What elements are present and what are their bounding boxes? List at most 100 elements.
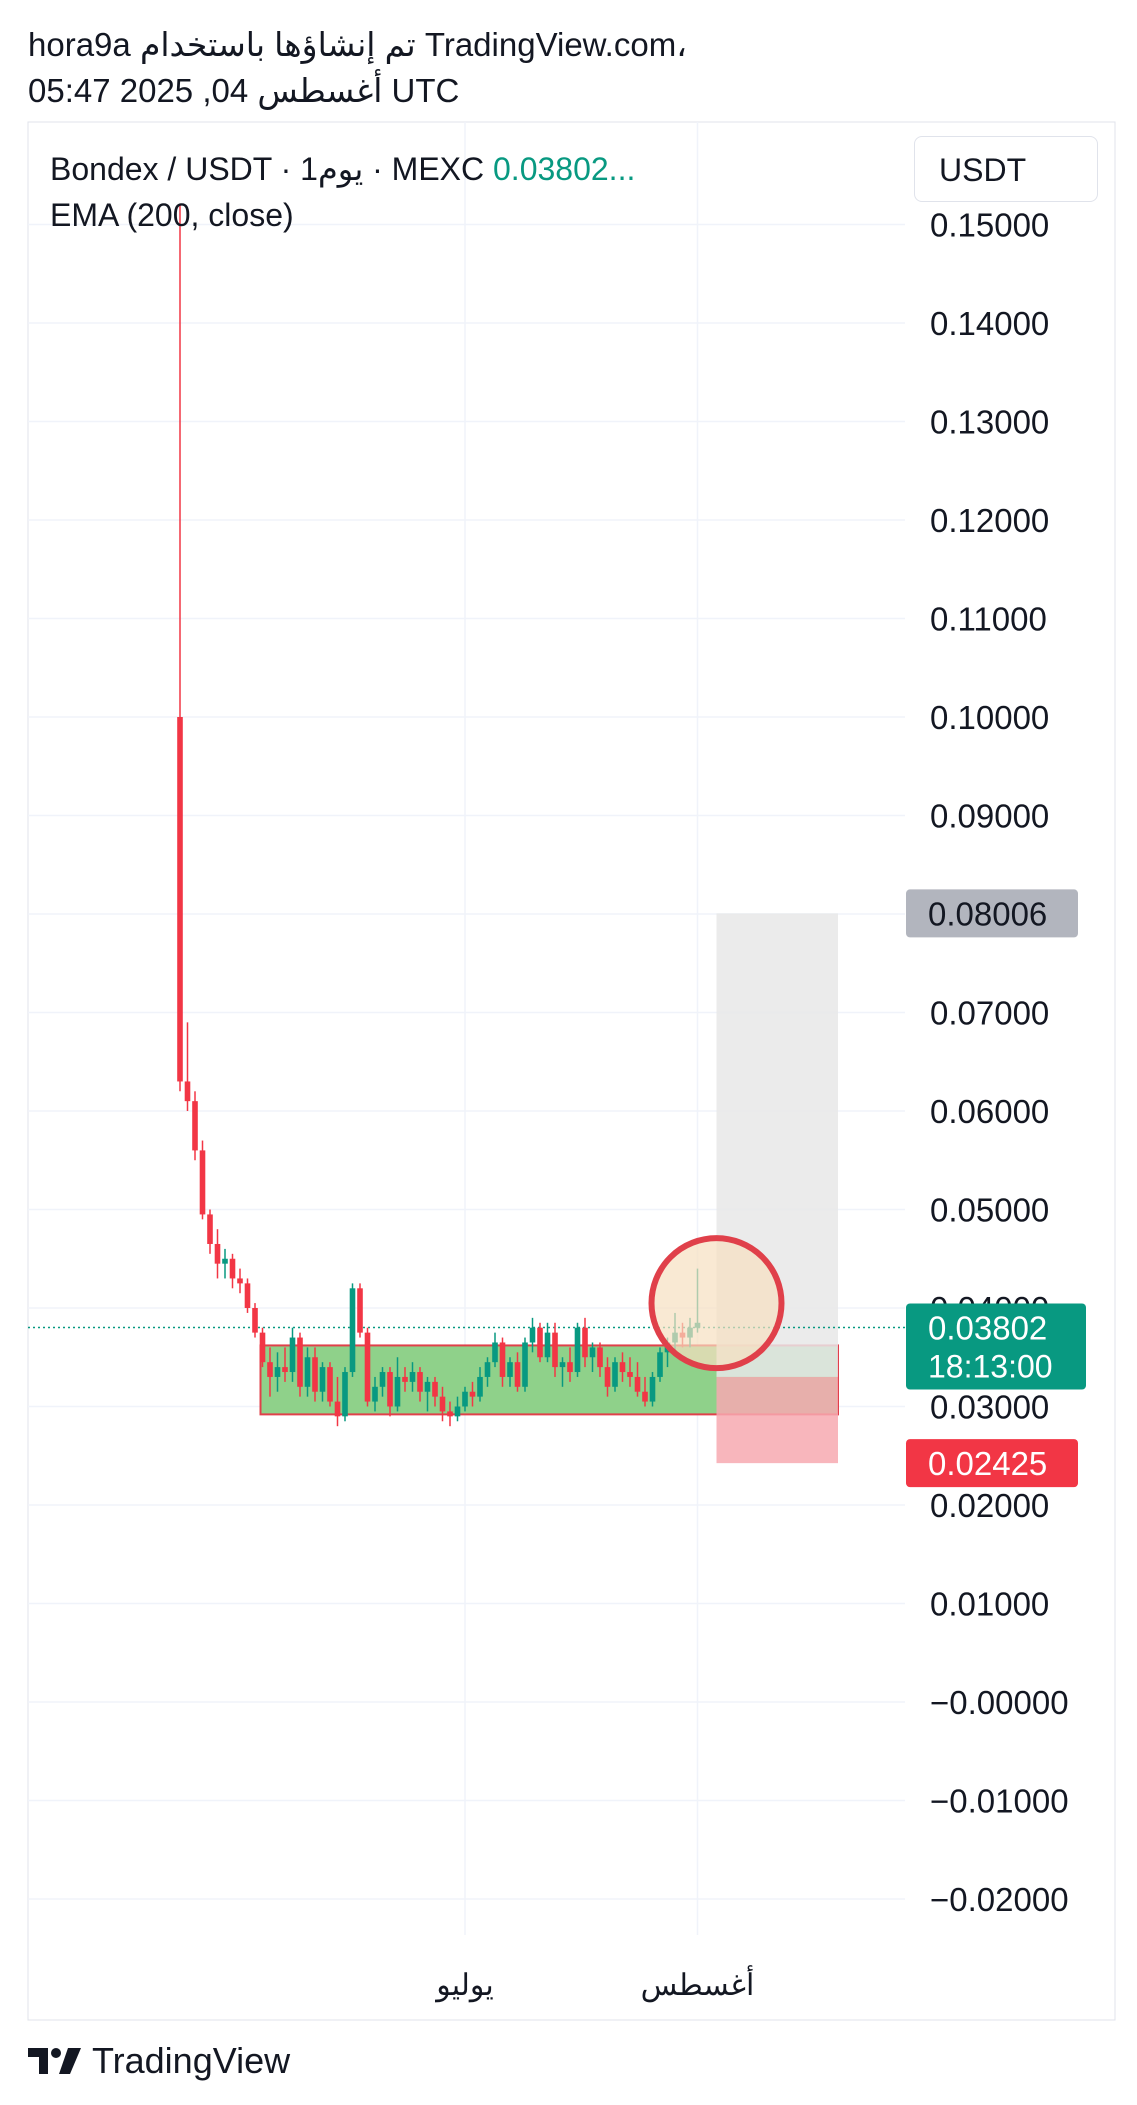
candle[interactable] [184, 1022, 191, 1111]
candle[interactable] [327, 1362, 333, 1407]
y-tick-label: 0.06000 [930, 1093, 1049, 1130]
position-stop-zone[interactable] [716, 1376, 839, 1464]
y-tick-label: 0.12000 [930, 502, 1049, 539]
candle[interactable] [439, 1386, 446, 1422]
candle[interactable] [372, 1376, 378, 1412]
candle[interactable] [619, 1352, 626, 1382]
candle[interactable] [394, 1357, 401, 1412]
candle[interactable] [552, 1322, 558, 1377]
candle[interactable] [612, 1357, 618, 1392]
candle[interactable] [409, 1362, 416, 1392]
candle[interactable] [379, 1367, 386, 1397]
y-tick-label: 0.07000 [930, 995, 1049, 1032]
candle[interactable] [529, 1317, 536, 1353]
candle[interactable] [312, 1347, 318, 1402]
candle[interactable] [447, 1401, 453, 1427]
candles [177, 204, 701, 1427]
tradingview-logo-icon [28, 2048, 81, 2074]
symbol-label[interactable]: Bondex / USDT · 1يوم · MEXC [50, 151, 485, 187]
price-label-value: 0.03802 [928, 1310, 1047, 1347]
y-tick-label: 0.14000 [930, 305, 1049, 342]
candle[interactable] [574, 1322, 581, 1377]
candle[interactable] [177, 204, 183, 1092]
price-label-stop [906, 1439, 1078, 1488]
candle[interactable] [387, 1367, 393, 1417]
candle[interactable] [567, 1347, 573, 1382]
candle[interactable] [589, 1342, 596, 1373]
candle[interactable] [334, 1376, 341, 1427]
y-tick-label: 0.10000 [930, 699, 1049, 736]
x-tick-label: أغسطس [641, 1965, 755, 2003]
y-tick-label: 0.09000 [930, 798, 1049, 835]
price-label-target [906, 889, 1078, 938]
price-label-current [906, 1303, 1086, 1390]
candle[interactable] [432, 1376, 438, 1407]
highlight-circle[interactable] [648, 1235, 785, 1372]
candle[interactable] [642, 1376, 648, 1407]
candle[interactable] [649, 1372, 656, 1407]
candle[interactable] [604, 1357, 611, 1397]
candle[interactable] [627, 1357, 633, 1387]
chart-legend: Bondex / USDT · 1يوم · MEXC 0.03802... E… [50, 146, 635, 238]
candle[interactable] [319, 1362, 326, 1402]
candle[interactable] [349, 1283, 356, 1377]
candle[interactable] [357, 1283, 363, 1338]
candle[interactable] [304, 1347, 311, 1397]
y-tick-label: −0.00000 [930, 1684, 1069, 1721]
candle[interactable] [199, 1140, 206, 1220]
candle[interactable] [454, 1396, 461, 1422]
candle[interactable] [634, 1362, 641, 1397]
price-label-value: 0.02425 [928, 1445, 1047, 1482]
y-tick-label: −0.02000 [930, 1881, 1069, 1918]
candle[interactable] [244, 1278, 251, 1313]
candle[interactable] [477, 1367, 483, 1402]
candle[interactable] [492, 1332, 498, 1368]
chart-frame [27, 121, 1116, 2021]
x-tick-label: يوليو [434, 1969, 494, 2003]
candle[interactable] [597, 1342, 603, 1377]
candle[interactable] [402, 1367, 408, 1392]
y-tick-label: 0.02000 [930, 1487, 1049, 1524]
candle[interactable] [657, 1347, 663, 1382]
candle[interactable] [297, 1332, 303, 1397]
candle[interactable] [514, 1352, 521, 1392]
candle[interactable] [507, 1357, 513, 1387]
candle[interactable] [207, 1209, 213, 1254]
candle[interactable] [522, 1337, 528, 1392]
candle[interactable] [222, 1248, 228, 1279]
y-tick-label: 0.03000 [930, 1389, 1049, 1426]
candle[interactable] [252, 1303, 258, 1338]
currency-unit-selector[interactable]: USDT [914, 136, 1098, 202]
attribution-line-2: 05:47 2025 ,04 أغسطس UTC [28, 72, 460, 109]
candle[interactable] [499, 1337, 506, 1387]
candle[interactable] [229, 1253, 236, 1289]
candle[interactable] [469, 1381, 476, 1407]
candle[interactable] [462, 1386, 468, 1412]
candle[interactable] [259, 1327, 266, 1368]
candle[interactable] [267, 1347, 273, 1397]
attribution-line-1: hora9a تم إنشاؤها باستخدام TradingView.c… [28, 26, 687, 63]
candle[interactable] [192, 1091, 198, 1161]
candle[interactable] [544, 1322, 551, 1363]
chart-attribution: hora9a تم إنشاؤها باستخدام TradingView.c… [28, 22, 687, 114]
candle[interactable] [484, 1357, 491, 1387]
symbol-line: Bondex / USDT · 1يوم · MEXC 0.03802... [50, 146, 635, 192]
y-tick-label: 0.11000 [930, 601, 1047, 638]
candle[interactable] [582, 1317, 588, 1368]
candle[interactable] [274, 1352, 281, 1392]
y-tick-label: 0.01000 [930, 1586, 1049, 1623]
candle[interactable] [237, 1268, 243, 1294]
candle[interactable] [537, 1322, 543, 1363]
candle[interactable] [289, 1327, 296, 1382]
y-tick-label: −0.01000 [930, 1783, 1069, 1820]
indicator-label[interactable]: EMA (200, close) [50, 197, 294, 233]
candle[interactable] [282, 1347, 288, 1382]
candle[interactable] [424, 1376, 431, 1412]
candle[interactable] [342, 1367, 348, 1422]
y-tick-label: 0.15000 [930, 207, 1049, 244]
candle[interactable] [364, 1327, 371, 1407]
candle[interactable] [559, 1357, 566, 1387]
candle[interactable] [214, 1229, 221, 1279]
candle[interactable] [417, 1367, 423, 1402]
